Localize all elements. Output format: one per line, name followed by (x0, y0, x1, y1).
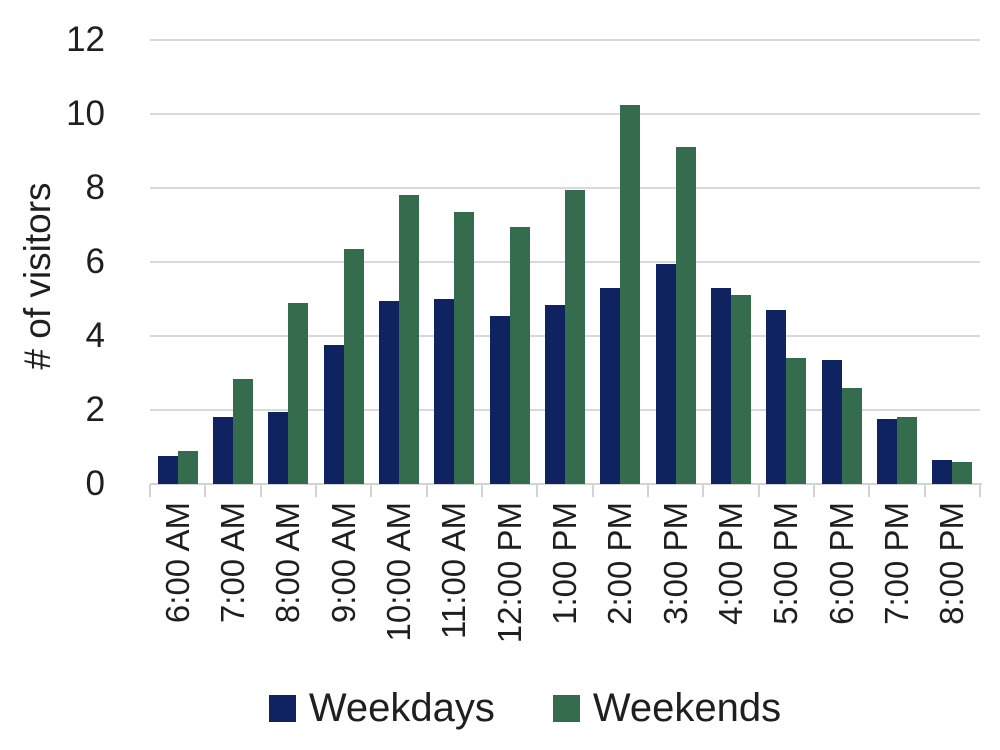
bar-weekdays (213, 417, 233, 484)
legend-label: Weekends (592, 686, 782, 730)
legend-item-weekends: Weekends (552, 686, 782, 730)
x-tick-label: 7:00 PM (878, 502, 915, 625)
x-tick-label: 11:00 AM (435, 502, 473, 639)
bar-weekdays (434, 299, 455, 484)
y-tick-label: 0 (85, 464, 105, 503)
legend-item-weekdays: Weekdays (268, 686, 495, 730)
bar-weekends (399, 195, 419, 484)
x-axis-tick (923, 484, 926, 497)
bar-weekdays (711, 288, 731, 484)
x-tick-label: 12:00 PM (490, 502, 528, 644)
x-axis-tick (647, 484, 649, 497)
x-tick-label: 8:00 AM (269, 502, 307, 624)
bar-weekends (343, 249, 364, 484)
y-tick-label: 10 (66, 94, 105, 133)
bar-weekdays (877, 419, 897, 484)
x-axis-tick (259, 484, 262, 497)
y-tick-label: 2 (85, 390, 105, 429)
bar-weekdays (545, 305, 565, 484)
bar-weekends (786, 358, 807, 484)
bar-weekends (233, 379, 253, 484)
x-axis-tick (370, 484, 373, 497)
x-tick-label: 6:00 PM (822, 502, 860, 625)
x-tick-label: 5:00 PM (767, 502, 805, 625)
legend-swatch-weekdays (268, 694, 296, 722)
bar-weekdays (600, 288, 621, 484)
bar-weekends (288, 303, 309, 484)
x-axis-tick (425, 484, 428, 497)
bar-weekdays (655, 264, 676, 484)
x-axis-tick (813, 484, 815, 497)
bar-weekends (454, 212, 475, 484)
bar-weekends (177, 451, 198, 484)
x-axis-tick (536, 484, 539, 497)
x-axis-tick (591, 484, 594, 497)
bar-weekdays (379, 301, 399, 484)
bar-weekdays (323, 345, 344, 484)
x-axis-line (150, 483, 982, 485)
bar-weekends (620, 105, 641, 484)
x-axis-tick (315, 484, 317, 497)
x-axis-tick (702, 484, 705, 497)
y-tick-label: 8 (85, 168, 105, 207)
x-tick-label: 6:00 AM (158, 502, 196, 624)
x-axis-tick (868, 484, 871, 497)
bar-weekdays (932, 460, 953, 484)
bar-weekends (509, 227, 530, 484)
y-tick-label: 6 (85, 242, 105, 281)
bar-weekdays (157, 456, 178, 484)
gridline (150, 113, 980, 115)
bar-weekdays (821, 360, 842, 484)
x-axis-tick (481, 484, 483, 497)
bar-weekends (841, 388, 862, 484)
y-tick-label: 12 (66, 20, 105, 59)
x-tick-label: 3:00 PM (656, 502, 694, 625)
bar-weekdays (489, 316, 510, 484)
x-tick-label: 10:00 AM (380, 502, 417, 642)
bar-weekdays (766, 310, 787, 484)
gridline (150, 187, 980, 189)
x-axis-tick (149, 484, 151, 497)
bar-weekends (565, 190, 585, 484)
gridline (150, 39, 980, 41)
legend-swatch-weekends (552, 694, 580, 722)
bar-weekends (952, 462, 973, 484)
y-tick-label: 4 (85, 316, 105, 355)
x-tick-label: 2:00 PM (601, 502, 639, 625)
x-tick-label: 1:00 PM (546, 502, 583, 625)
x-axis-tick (757, 484, 760, 497)
bar-weekends (675, 147, 696, 484)
x-axis-tick (979, 484, 981, 497)
legend-label: Weekdays (308, 686, 495, 730)
x-axis-tick (204, 484, 207, 497)
x-tick-label: 4:00 PM (712, 502, 749, 625)
x-tick-label: 9:00 AM (324, 502, 362, 624)
x-tick-label: 8:00 PM (933, 502, 971, 625)
legend: Weekdays Weekends (50, 686, 1000, 730)
bar-weekdays (268, 412, 289, 484)
bar-weekends (731, 295, 751, 484)
bar-weekends (897, 417, 917, 484)
x-tick-label: 7:00 AM (214, 502, 251, 624)
